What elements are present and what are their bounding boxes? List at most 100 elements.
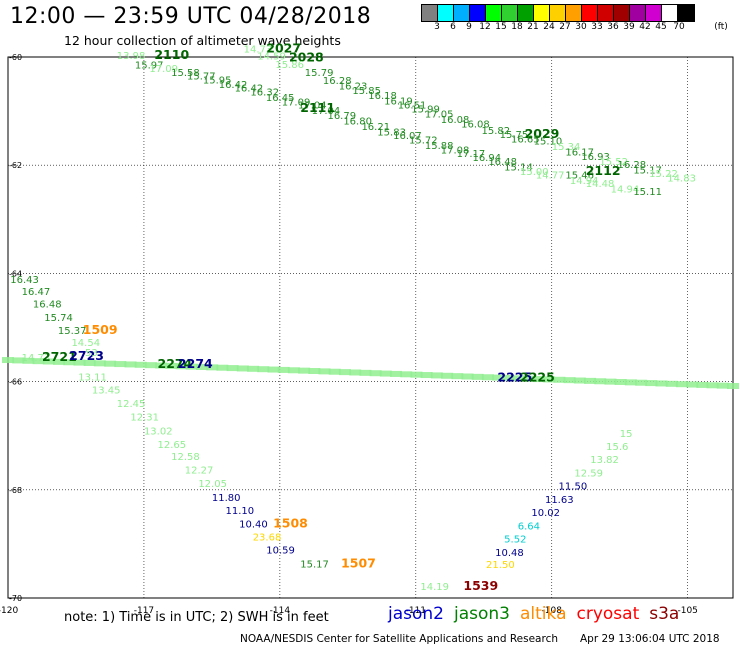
color-swatch xyxy=(502,5,518,21)
track-sample-mark xyxy=(83,359,96,366)
pass-id-label: 2225 xyxy=(520,370,555,385)
wave-height-value: 10.40 xyxy=(239,520,268,531)
color-swatch xyxy=(422,5,438,21)
wave-height-value: 10.48 xyxy=(495,548,524,559)
track-sample-mark xyxy=(175,363,188,370)
color-swatch xyxy=(518,5,534,21)
wave-height-value: 12.31 xyxy=(130,413,159,424)
wave-height-value: 15.10 xyxy=(534,137,563,148)
track-sample-mark xyxy=(124,361,137,368)
track-sample-mark xyxy=(277,366,290,373)
wave-height-value: 15.17 xyxy=(300,560,329,571)
wave-height-value: 16.93 xyxy=(581,152,610,163)
track-sample-mark xyxy=(236,365,249,372)
wave-height-value: 13.11 xyxy=(78,373,107,384)
track-sample-mark xyxy=(338,369,351,376)
track-sample-mark xyxy=(206,364,219,371)
track-sample-mark xyxy=(216,364,229,371)
track-sample-mark xyxy=(573,377,586,384)
color-scale-tick: 33 xyxy=(591,22,603,32)
track-sample-mark xyxy=(481,374,494,381)
color-scale-tick: 15 xyxy=(495,22,507,32)
wave-height-value: 14.77 xyxy=(536,171,565,182)
track-sample-mark xyxy=(257,366,270,373)
wave-height-value: 5.52 xyxy=(504,534,526,545)
track-sample-mark xyxy=(328,368,341,375)
track-sample-mark xyxy=(584,377,597,384)
pass-id-label: 2110 xyxy=(154,47,189,62)
track-sample-mark xyxy=(390,370,403,377)
color-swatch xyxy=(614,5,630,21)
wave-height-value: 16.42 xyxy=(235,84,264,95)
pass-id-label: 1509 xyxy=(83,322,118,337)
color-scale-unit: (ft) xyxy=(714,22,728,32)
latitude-tick-label: -60 xyxy=(9,53,22,62)
color-scale-tick: 9 xyxy=(466,22,472,32)
track-sample-mark xyxy=(349,369,362,376)
wave-height-value: 16.79 xyxy=(327,111,356,122)
track-sample-mark xyxy=(73,359,86,366)
track-sample-mark xyxy=(63,359,76,366)
track-sample-mark xyxy=(42,358,55,365)
color-swatch xyxy=(582,5,598,21)
track-sample-mark xyxy=(624,379,637,386)
wave-height-value: 14.83 xyxy=(667,173,696,184)
track-sample-mark xyxy=(53,358,66,365)
track-sample-mark xyxy=(93,360,106,367)
wave-height-value: 16.19 xyxy=(384,97,413,108)
track-sample-mark xyxy=(165,362,178,369)
wave-height-value: 13.45 xyxy=(92,386,121,397)
wave-height-value: 17.05 xyxy=(425,110,454,121)
wave-height-value: 15.88 xyxy=(425,141,454,152)
wave-height-value: 10.59 xyxy=(266,546,295,557)
color-scale-tick: 39 xyxy=(623,22,635,32)
track-sample-mark xyxy=(287,367,300,374)
color-scale-tick: 12 xyxy=(479,22,491,32)
track-sample-mark xyxy=(430,372,443,379)
track-sample-mark xyxy=(359,369,372,376)
wave-height-value: 15.72 xyxy=(409,136,438,147)
map-subtitle: 12 hour collection of altimeter wave hei… xyxy=(64,33,341,48)
wave-height-value: 23.68 xyxy=(253,533,282,544)
color-scale-tick: 30 xyxy=(575,22,587,32)
wave-height-value: 15.83 xyxy=(377,127,406,138)
track-sample-mark xyxy=(471,373,484,380)
wave-height-value: 14.94 xyxy=(570,176,599,187)
wave-height-value: 15.82 xyxy=(482,126,511,137)
wave-height-value: 15.22 xyxy=(649,169,678,180)
longitude-tick-label: -120 xyxy=(0,606,18,616)
wave-height-value: 16.80 xyxy=(343,117,372,128)
pass-id-label: 2721 xyxy=(42,349,77,364)
map-title: 12:00 — 23:59 UTC 04/28/2018 xyxy=(10,4,372,29)
wave-height-value: 10.02 xyxy=(531,508,560,519)
wave-height-value: 16.43 xyxy=(10,275,39,286)
track-sample-mark xyxy=(134,361,147,368)
wave-height-value: 15.97 xyxy=(135,60,164,71)
track-sample-mark xyxy=(594,378,607,385)
wave-height-value: 14.19 xyxy=(420,582,449,593)
color-swatch xyxy=(470,5,486,21)
track-sample-mark xyxy=(441,372,454,379)
wave-height-value: 14.59 xyxy=(257,52,286,63)
wave-height-value: 16.48 xyxy=(488,157,517,168)
track-sample-mark xyxy=(665,380,678,387)
wave-height-value: 14.94 xyxy=(611,184,640,195)
pass-id-label: 2723 xyxy=(69,348,104,363)
wave-height-value: 17.08 xyxy=(441,145,470,156)
wave-height-value: 17.09 xyxy=(149,64,178,75)
track-sample-mark xyxy=(675,381,688,388)
wave-height-value: 16.51 xyxy=(398,100,427,111)
pass-id-label: 2274 xyxy=(178,356,213,371)
wave-height-value: 15.17 xyxy=(633,165,662,176)
track-sample-mark xyxy=(655,380,668,387)
track-sample-mark xyxy=(410,371,423,378)
wave-height-value: 15.37 xyxy=(58,326,87,337)
track-sample-mark xyxy=(104,360,117,367)
color-swatch xyxy=(646,5,662,21)
wave-height-value: 11.10 xyxy=(226,506,255,517)
color-swatch xyxy=(550,5,566,21)
wave-height-value: 15.00 xyxy=(520,167,549,178)
track-sample-mark xyxy=(32,358,45,365)
pass-id-label: 2027 xyxy=(266,41,301,56)
track-sample-mark xyxy=(12,357,25,364)
